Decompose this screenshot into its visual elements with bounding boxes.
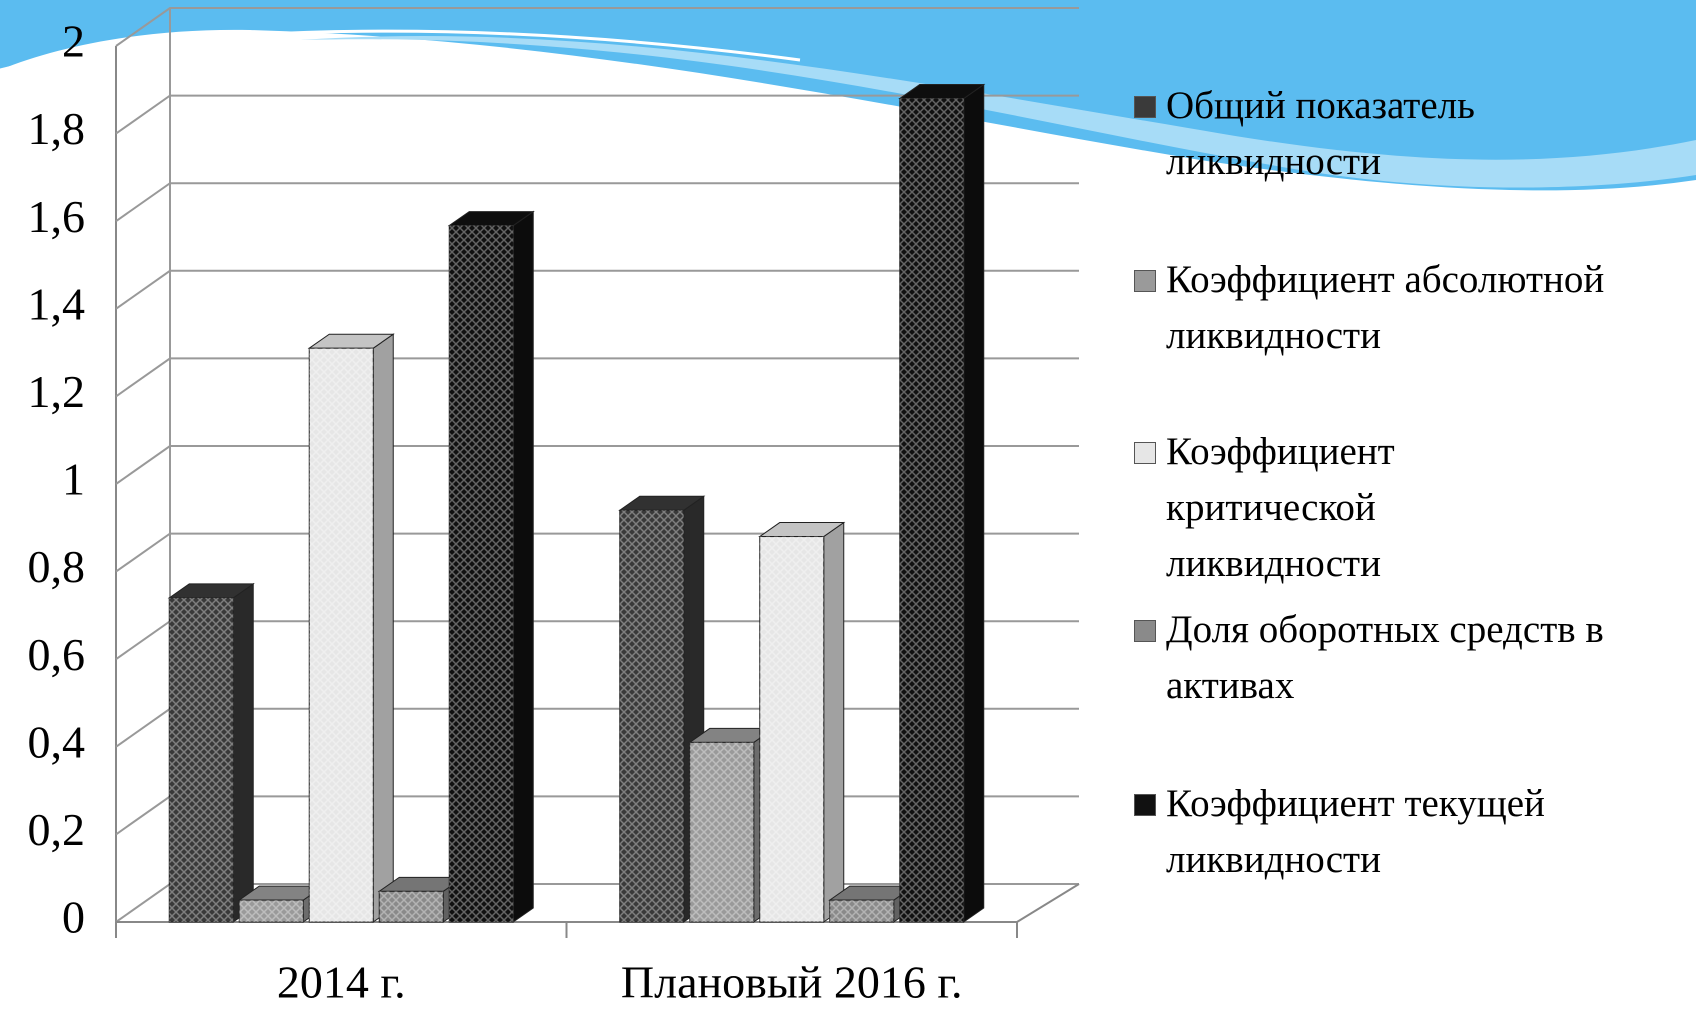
bar-texture: [309, 348, 373, 922]
bar-side: [824, 523, 844, 922]
bar-texture: [830, 900, 894, 922]
bar-texture: [239, 900, 303, 922]
x-tick-label: Плановый 2016 г.: [621, 957, 963, 1008]
bar-texture: [379, 891, 443, 922]
y-tick-label: 1,4: [28, 278, 86, 329]
y-tick-label: 1,2: [28, 366, 86, 417]
bar-side: [233, 584, 253, 922]
y-tick-label: 1: [62, 454, 85, 505]
x-tick-label: 2014 г.: [277, 957, 406, 1008]
bar-texture: [900, 99, 964, 922]
bar-side: [373, 334, 393, 922]
slide: 0 0,2 0,4 0,6 0,8 1 1,2 1,4 1,6 1,8 2 2014 г. Планов…: [0, 0, 1696, 1012]
y-tick-label: 1,6: [28, 191, 86, 242]
bar-texture: [620, 510, 684, 922]
y-tick-label: 0,6: [28, 629, 86, 680]
bar-texture: [169, 598, 233, 922]
chart: 0 0,2 0,4 0,6 0,8 1 1,2 1,4 1,6 1,8 2 2014 г. Планов…: [0, 0, 1696, 1012]
y-tick-label: 0: [62, 892, 85, 943]
bar-texture: [690, 742, 754, 922]
bar-texture: [760, 537, 824, 922]
bar-texture: [449, 226, 513, 922]
y-tick-label: 1,8: [28, 103, 86, 154]
bar-side: [513, 212, 533, 922]
bar-side: [964, 85, 984, 922]
y-tick-label: 0,2: [28, 804, 86, 855]
y-tick-label: 0,4: [28, 716, 86, 767]
y-tick-label: 2: [62, 16, 85, 67]
y-tick-label: 0,8: [28, 541, 86, 592]
